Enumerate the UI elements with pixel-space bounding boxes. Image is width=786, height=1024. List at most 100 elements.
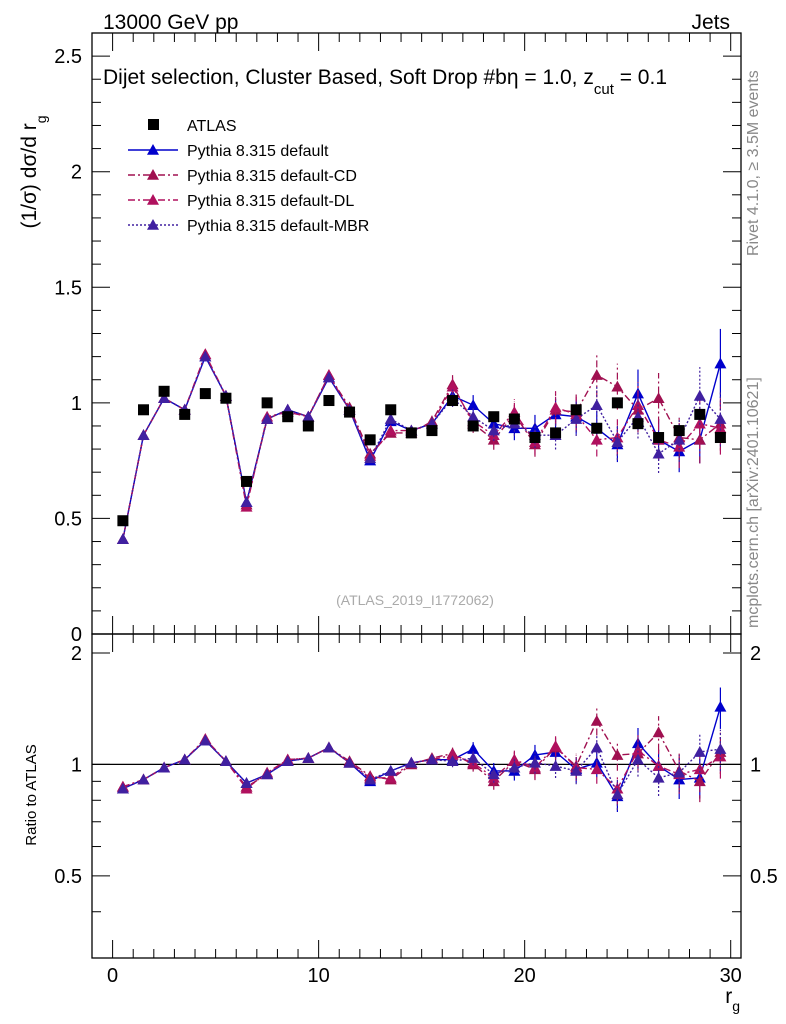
legend-marker [147, 169, 159, 180]
data-point [405, 427, 417, 439]
ratio-data-point [508, 753, 521, 765]
x-tick-label: 20 [514, 965, 536, 987]
ratio-panel-axes: 0 10 20 30 0.5 0.5 1 1 2 2 [54, 633, 778, 987]
data-point [220, 392, 232, 404]
data-point [673, 440, 686, 452]
ratio-data-point [467, 752, 480, 763]
ratio-data-point [652, 760, 665, 771]
data-point [138, 404, 150, 416]
legend-item: Pythia 8.315 default-CD [128, 168, 357, 185]
ratio-data-point [219, 755, 232, 767]
data-point [467, 399, 480, 410]
ratio-y-tick-label-right: 2 [750, 643, 761, 665]
ratio-data-point [549, 760, 562, 771]
legend-item: Pythia 8.315 default [128, 143, 329, 160]
series-pythia-8-315-default-dl [116, 348, 727, 545]
ratio-data-point [673, 766, 686, 778]
ratio-data-point [240, 777, 253, 788]
ratio-data-point [528, 756, 541, 768]
ratio-data-point [446, 755, 459, 767]
x-tick-label: 0 [107, 965, 118, 987]
series-atlas [117, 385, 726, 527]
ratio-data-point [467, 743, 480, 754]
category-label: Jets [691, 11, 730, 34]
ratio-data-point [384, 764, 397, 776]
ratio-data-point [178, 753, 191, 765]
x-axis-label-sub: g [732, 998, 740, 1014]
ratio-data-point [549, 740, 562, 751]
ratio-y-tick-label-right: 1 [750, 754, 761, 776]
ratio-data-point [570, 764, 583, 776]
ratio-data-point [446, 749, 459, 760]
legend-item: ATLAS [148, 118, 237, 135]
x-axis-label: rg [725, 985, 740, 1014]
ratio-data-point [611, 788, 624, 800]
data-point [550, 427, 562, 439]
data-point [384, 413, 397, 424]
data-point [116, 533, 129, 545]
data-point [384, 424, 397, 436]
data-point [447, 395, 459, 407]
ratio-data-point [384, 771, 397, 783]
data-point [590, 369, 603, 380]
data-point [549, 401, 562, 413]
ratio-data-point [528, 749, 541, 760]
data-point [302, 410, 315, 422]
ratio-data-point [322, 741, 335, 753]
rivet-label: Rivet 4.1.0, ≥ 3.5M events [745, 70, 762, 256]
data-point [714, 413, 727, 424]
data-point [364, 452, 377, 464]
data-point [199, 350, 212, 362]
main-title-sub: cut [594, 81, 615, 98]
data-point [344, 406, 356, 418]
data-point [529, 432, 541, 444]
ratio-data-point [714, 743, 727, 754]
data-point [241, 475, 253, 487]
main-y-tick-label: 2 [71, 162, 82, 184]
main-y-tick-label: 1.5 [54, 277, 82, 299]
main-title-end: = 0.1 [614, 66, 667, 89]
legend-label: ATLAS [187, 118, 237, 135]
ratio-data-point [652, 726, 665, 738]
main-y-axis-label-sub: g [33, 115, 49, 123]
ratio-data-point [405, 756, 418, 768]
ratio-series-line [122, 706, 722, 798]
ratio-data-point [508, 761, 521, 773]
data-point [652, 392, 665, 404]
data-point [714, 432, 726, 444]
ratio-data-point [693, 746, 706, 757]
data-point [261, 413, 274, 424]
data-point [446, 380, 459, 392]
data-point [323, 395, 335, 407]
ratio-data-point [487, 768, 500, 780]
main-y-tick-label: 1 [71, 393, 82, 415]
data-point [179, 408, 191, 420]
energy-label: 13000 GeV pp [103, 11, 238, 34]
data-point [199, 388, 211, 400]
legend-marker [147, 144, 159, 155]
data-point [467, 410, 480, 422]
data-point [673, 425, 685, 437]
ratio-y-tick-label-left: 1 [71, 754, 82, 776]
data-point [282, 411, 294, 423]
data-point [693, 433, 706, 445]
ratio-data-point [425, 753, 438, 765]
legend-item: Pythia 8.315 default-DL [128, 193, 354, 210]
ratio-y-tick-label-left: 0.5 [54, 866, 82, 888]
data-point [570, 404, 582, 416]
ratio-data-point [590, 763, 603, 775]
x-tick-label: 30 [720, 965, 742, 987]
main-y-tick-label: 2.5 [54, 46, 82, 68]
ratio-series-line [122, 719, 721, 788]
x-tick-label: 10 [308, 965, 330, 987]
data-point [652, 447, 665, 459]
series-line [122, 354, 721, 540]
data-point [611, 397, 623, 409]
ratio-data-point [261, 768, 274, 780]
ratio-data-point [364, 773, 377, 785]
ratio-data-point [693, 775, 706, 787]
data-point [694, 408, 706, 420]
data-point [261, 397, 273, 409]
data-point [117, 515, 129, 527]
ratio-data-point [199, 734, 212, 746]
